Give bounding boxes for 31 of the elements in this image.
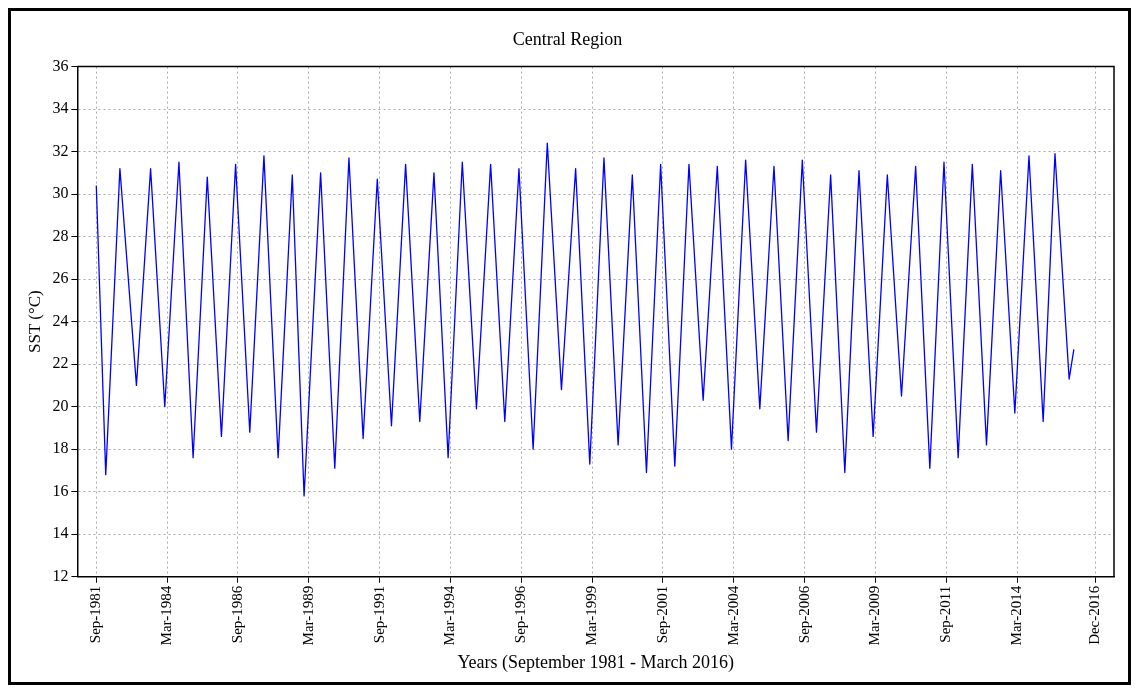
x-tick-label: Dec-2016: [1086, 585, 1103, 645]
y-tick-label: 16: [52, 481, 69, 499]
y-tick-label: 24: [52, 311, 69, 329]
y-tick-label: 36: [52, 56, 69, 74]
x-tick-label: Sep-1981: [87, 585, 104, 644]
y-axis-title: SST (°C): [24, 290, 44, 354]
x-axis-title: Years (September 1981 - March 2016): [457, 651, 735, 673]
y-tick-label: 18: [52, 439, 69, 457]
y-tick-label: 28: [52, 226, 69, 244]
x-tick-label: Mar-1989: [299, 585, 316, 646]
y-tick-label: 20: [52, 396, 69, 414]
x-tick-label: Mar-2014: [1008, 585, 1025, 646]
y-tick-label: 26: [52, 269, 69, 287]
y-tick-label: 30: [52, 184, 69, 202]
y-tick-label: 34: [52, 99, 69, 117]
x-tick-label: Mar-1994: [441, 585, 458, 646]
y-tick-label: 22: [52, 354, 69, 372]
x-tick-label: Sep-1991: [370, 585, 387, 644]
x-tick-label: Sep-1986: [228, 585, 245, 644]
x-tick-label: Mar-1984: [158, 585, 175, 646]
y-tick-label: 12: [52, 566, 69, 584]
x-tick-label: Mar-1999: [583, 585, 600, 646]
y-tick-label: 32: [52, 141, 69, 159]
x-tick-label: Mar-2009: [866, 585, 883, 646]
y-tick-label: 14: [52, 524, 69, 542]
x-tick-label: Sep-2011: [937, 585, 954, 643]
chart-title: Central Region: [512, 28, 623, 49]
x-tick-label: Mar-2004: [724, 585, 741, 646]
x-tick-label: Sep-1996: [512, 585, 529, 644]
x-tick-label: Sep-2006: [795, 585, 812, 644]
x-tick-label: Sep-2001: [653, 585, 670, 644]
